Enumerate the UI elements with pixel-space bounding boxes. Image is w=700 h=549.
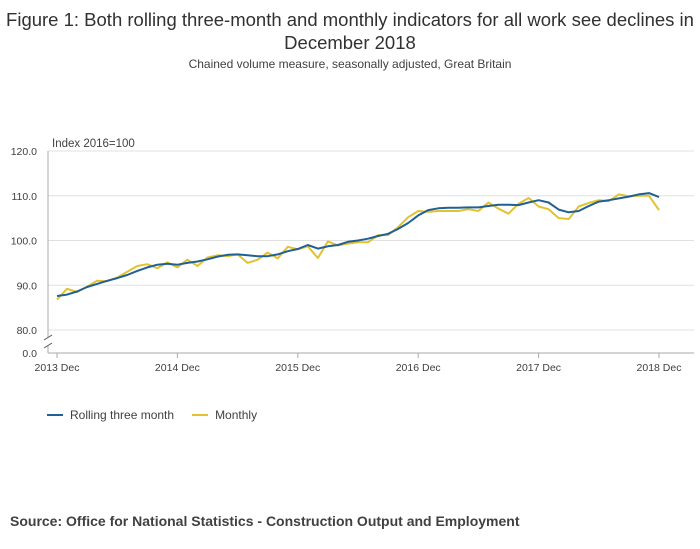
legend-label-rolling: Rolling three month [70, 408, 175, 422]
x-tick-label: 2014 Dec [155, 362, 200, 374]
axis-break-mark [43, 342, 53, 349]
source-note: Source: Office for National Statistics -… [10, 513, 520, 529]
legend-label-monthly: Monthly [215, 408, 258, 422]
x-tick-label: 2015 Dec [275, 362, 320, 374]
legend-item-rolling[interactable]: Rolling three month [47, 408, 174, 422]
y-tick-label: 90.0 [17, 280, 38, 292]
x-tick-label: 2018 Dec [637, 362, 682, 374]
series-line-rolling-three-month [56, 192, 660, 297]
legend-swatch-rolling [47, 414, 63, 416]
legend-swatch-monthly [192, 414, 209, 416]
y-tick-label: 100.0 [11, 236, 37, 248]
y-tick-label: 110.0 [12, 191, 38, 203]
chart-title: Figure 1: Both rolling three-month and m… [6, 9, 694, 53]
x-tick-label: 2017 Dec [516, 362, 561, 374]
legend-item-monthly[interactable]: Monthly [192, 408, 257, 422]
y-axis-unit-label: Index 2016=100 [52, 138, 135, 150]
x-tick-label: 2016 Dec [396, 362, 441, 374]
y-tick-label: 80.0 [17, 325, 38, 337]
y-tick-label: 120.0 [11, 146, 37, 158]
series-lines [56, 192, 660, 301]
gridlines [48, 150, 694, 354]
series-line-monthly [56, 193, 660, 301]
x-tick-label: 2013 Dec [35, 362, 80, 374]
chart-subtitle: Chained volume measure, seasonally adjus… [188, 57, 512, 71]
y-tick-label: 0.0 [22, 348, 37, 360]
legend: Rolling three month Monthly [47, 408, 257, 422]
axes: 120.0 110.0 100.0 90.0 80.0 0.0 2013 Dec 2014 D… [11, 146, 694, 374]
axis-break-mark [43, 334, 53, 341]
line-chart: 120.0 110.0 100.0 90.0 80.0 0.0 2013 Dec 2014 D… [11, 138, 694, 374]
